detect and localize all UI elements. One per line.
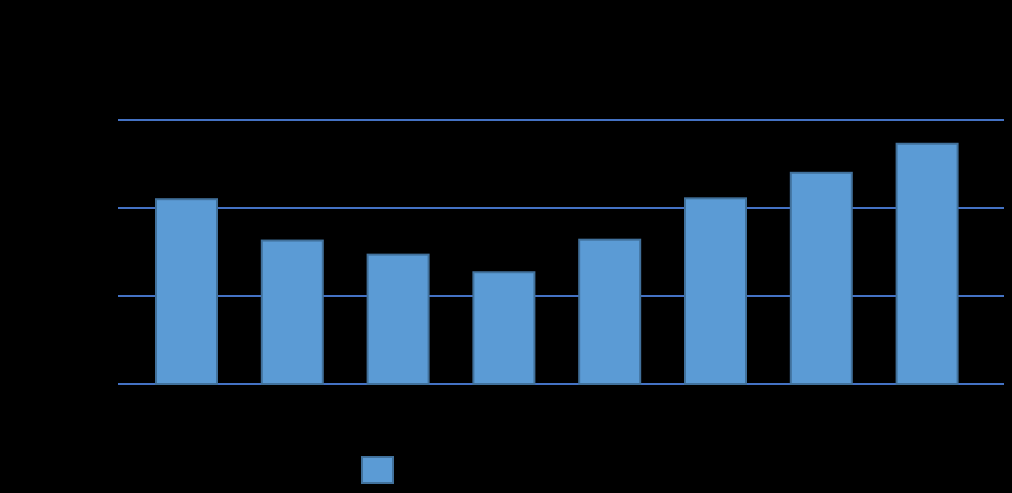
bars (155, 142, 959, 385)
bar-7 (789, 171, 853, 385)
bar-6 (684, 197, 747, 385)
bar-1 (155, 198, 218, 385)
bar-2 (260, 239, 324, 385)
legend (361, 456, 394, 484)
legend-swatch (361, 456, 394, 484)
bar-5 (578, 238, 642, 385)
gridlines (118, 119, 1004, 385)
bar-8 (895, 142, 959, 385)
bar-3 (366, 253, 430, 385)
bar-4 (472, 271, 536, 385)
